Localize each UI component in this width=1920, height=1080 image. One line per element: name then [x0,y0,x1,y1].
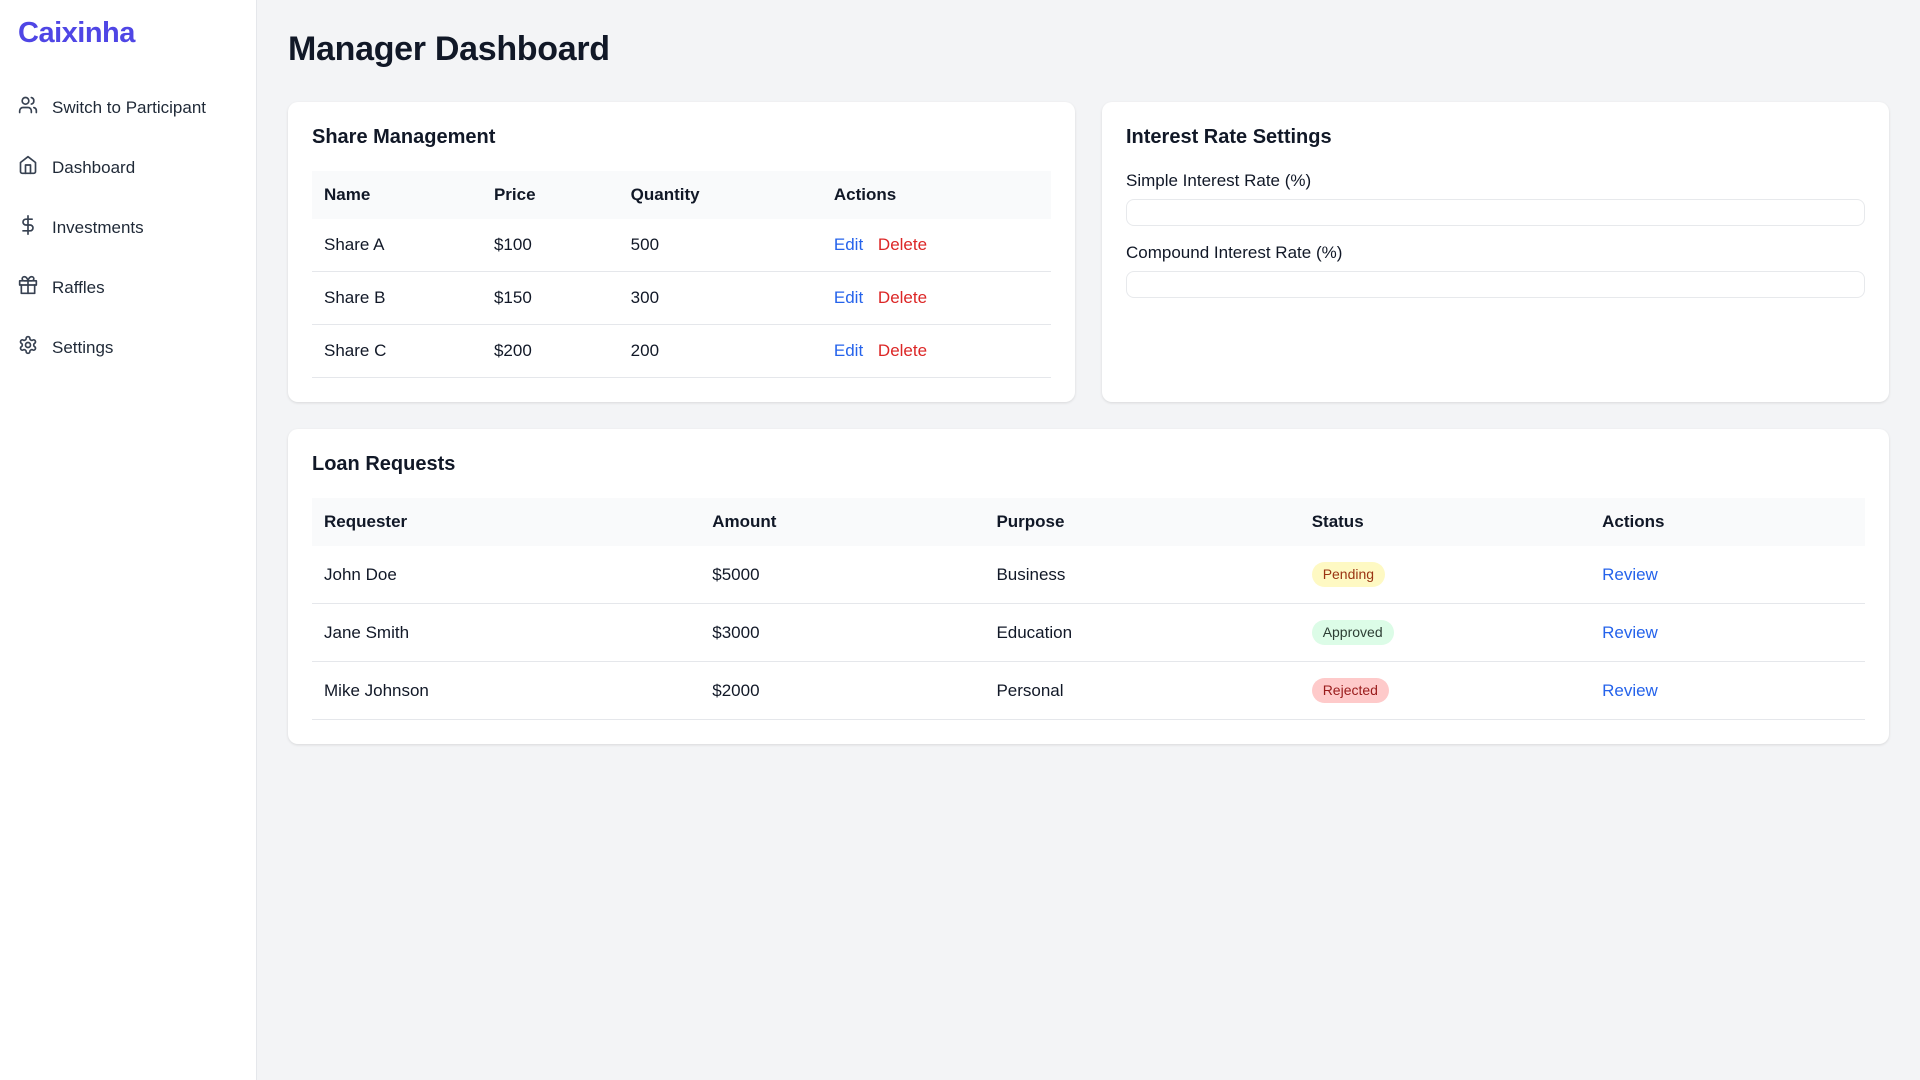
table-row: Share A $100 500 Edit Delete [312,219,1051,272]
sidebar-item-label: Raffles [52,278,105,297]
loan-actions-cell: Review [1590,546,1865,604]
simple-interest-input[interactable] [1126,199,1865,226]
loan-requester-cell: Mike Johnson [312,661,701,720]
review-link[interactable]: Review [1602,622,1658,642]
loan-purpose-cell: Personal [984,661,1300,720]
gift-icon [18,275,38,301]
sidebar-nav: Switch to Participant Dashboard Investme… [18,95,238,361]
share-quantity-cell: 500 [618,219,822,272]
loan-requests-title: Loan Requests [312,453,456,475]
loan-amount-cell: $2000 [700,661,985,720]
loan-table-header-row: Requester Amount Purpose Status Actions [312,498,1865,546]
column-header-quantity: Quantity [618,171,822,219]
interest-rate-settings-title: Interest Rate Settings [1126,126,1332,148]
share-actions-cell: Edit Delete [821,324,1051,378]
loan-requester-cell: John Doe [312,546,701,604]
column-header-purpose: Purpose [984,498,1300,546]
sidebar-item-switch-to-participant[interactable]: Switch to Participant [18,95,238,121]
compound-interest-field-group: Compound Interest Rate (%) [1126,243,1865,298]
status-badge: Pending [1311,562,1386,587]
loan-actions-cell: Review [1590,603,1865,662]
loan-amount-cell: $5000 [700,546,985,604]
loan-requester-cell: Jane Smith [312,603,701,662]
loan-status-cell: Approved [1299,603,1591,662]
edit-link[interactable]: Edit [833,288,864,307]
column-header-actions: Actions [1590,498,1865,546]
delete-link[interactable]: Delete [877,341,928,360]
home-icon [18,155,38,181]
share-table: Name Price Quantity Actions Share A $100… [312,171,1051,378]
dollar-icon [18,215,38,241]
sidebar-item-label: Switch to Participant [52,98,207,117]
sidebar-item-label: Settings [52,338,114,357]
share-name-cell: Share A [312,219,482,272]
brand-logo[interactable]: Caixinha [18,17,135,49]
edit-link[interactable]: Edit [833,341,864,360]
column-header-amount: Amount [700,498,985,546]
delete-link[interactable]: Delete [877,235,928,254]
loan-status-cell: Pending [1299,546,1591,604]
share-actions-cell: Edit Delete [821,219,1051,272]
share-table-header-row: Name Price Quantity Actions [312,171,1051,219]
status-badge: Rejected [1311,678,1389,703]
share-management-title: Share Management [312,126,496,148]
users-icon [18,95,38,121]
main-content: Manager Dashboard Share Management Name … [257,0,1920,1080]
top-cards-row: Share Management Name Price Quantity Act… [288,102,1889,402]
simple-interest-field-group: Simple Interest Rate (%) [1126,171,1865,226]
loan-purpose-cell: Education [984,603,1300,662]
column-header-name: Name [312,171,482,219]
share-name-cell: Share B [312,271,482,325]
edit-link[interactable]: Edit [833,235,864,254]
share-actions-cell: Edit Delete [821,271,1051,325]
interest-rate-settings-card: Interest Rate Settings Simple Interest R… [1102,102,1889,402]
delete-link[interactable]: Delete [877,288,928,307]
share-price-cell: $100 [481,219,619,272]
column-header-requester: Requester [312,498,701,546]
sidebar-item-dashboard[interactable]: Dashboard [18,155,238,181]
sidebar-item-raffles[interactable]: Raffles [18,275,238,301]
loan-requests-card: Loan Requests Requester Amount Purpose S… [288,429,1889,744]
column-header-price: Price [481,171,619,219]
table-row: Share B $150 300 Edit Delete [312,271,1051,325]
review-link[interactable]: Review [1602,564,1658,584]
share-quantity-cell: 300 [618,271,822,325]
review-link[interactable]: Review [1602,680,1658,700]
sidebar-item-investments[interactable]: Investments [18,215,238,241]
sidebar: Caixinha Switch to Participant Dashboard… [0,0,257,1080]
sidebar-item-settings[interactable]: Settings [18,335,238,361]
share-quantity-cell: 200 [618,324,822,378]
column-header-status: Status [1299,498,1591,546]
share-management-card: Share Management Name Price Quantity Act… [288,102,1075,402]
table-row: John Doe $5000 Business Pending Review [312,546,1865,604]
table-row: Jane Smith $3000 Education Approved Revi… [312,603,1865,662]
compound-interest-input[interactable] [1126,271,1865,298]
loan-amount-cell: $3000 [700,603,985,662]
sidebar-item-label: Investments [52,218,144,237]
table-row: Mike Johnson $2000 Personal Rejected Rev… [312,661,1865,720]
simple-interest-label: Simple Interest Rate (%) [1126,171,1312,190]
gear-icon [18,335,38,361]
loan-table: Requester Amount Purpose Status Actions … [312,498,1865,720]
share-name-cell: Share C [312,324,482,378]
share-price-cell: $200 [481,324,619,378]
page-title: Manager Dashboard [288,30,610,68]
sidebar-item-label: Dashboard [52,158,136,177]
loan-purpose-cell: Business [984,546,1300,604]
table-row: Share C $200 200 Edit Delete [312,324,1051,378]
loan-actions-cell: Review [1590,661,1865,720]
compound-interest-label: Compound Interest Rate (%) [1126,243,1343,262]
status-badge: Approved [1311,620,1394,645]
column-header-actions: Actions [821,171,1051,219]
loan-status-cell: Rejected [1299,661,1591,720]
share-price-cell: $150 [481,271,619,325]
